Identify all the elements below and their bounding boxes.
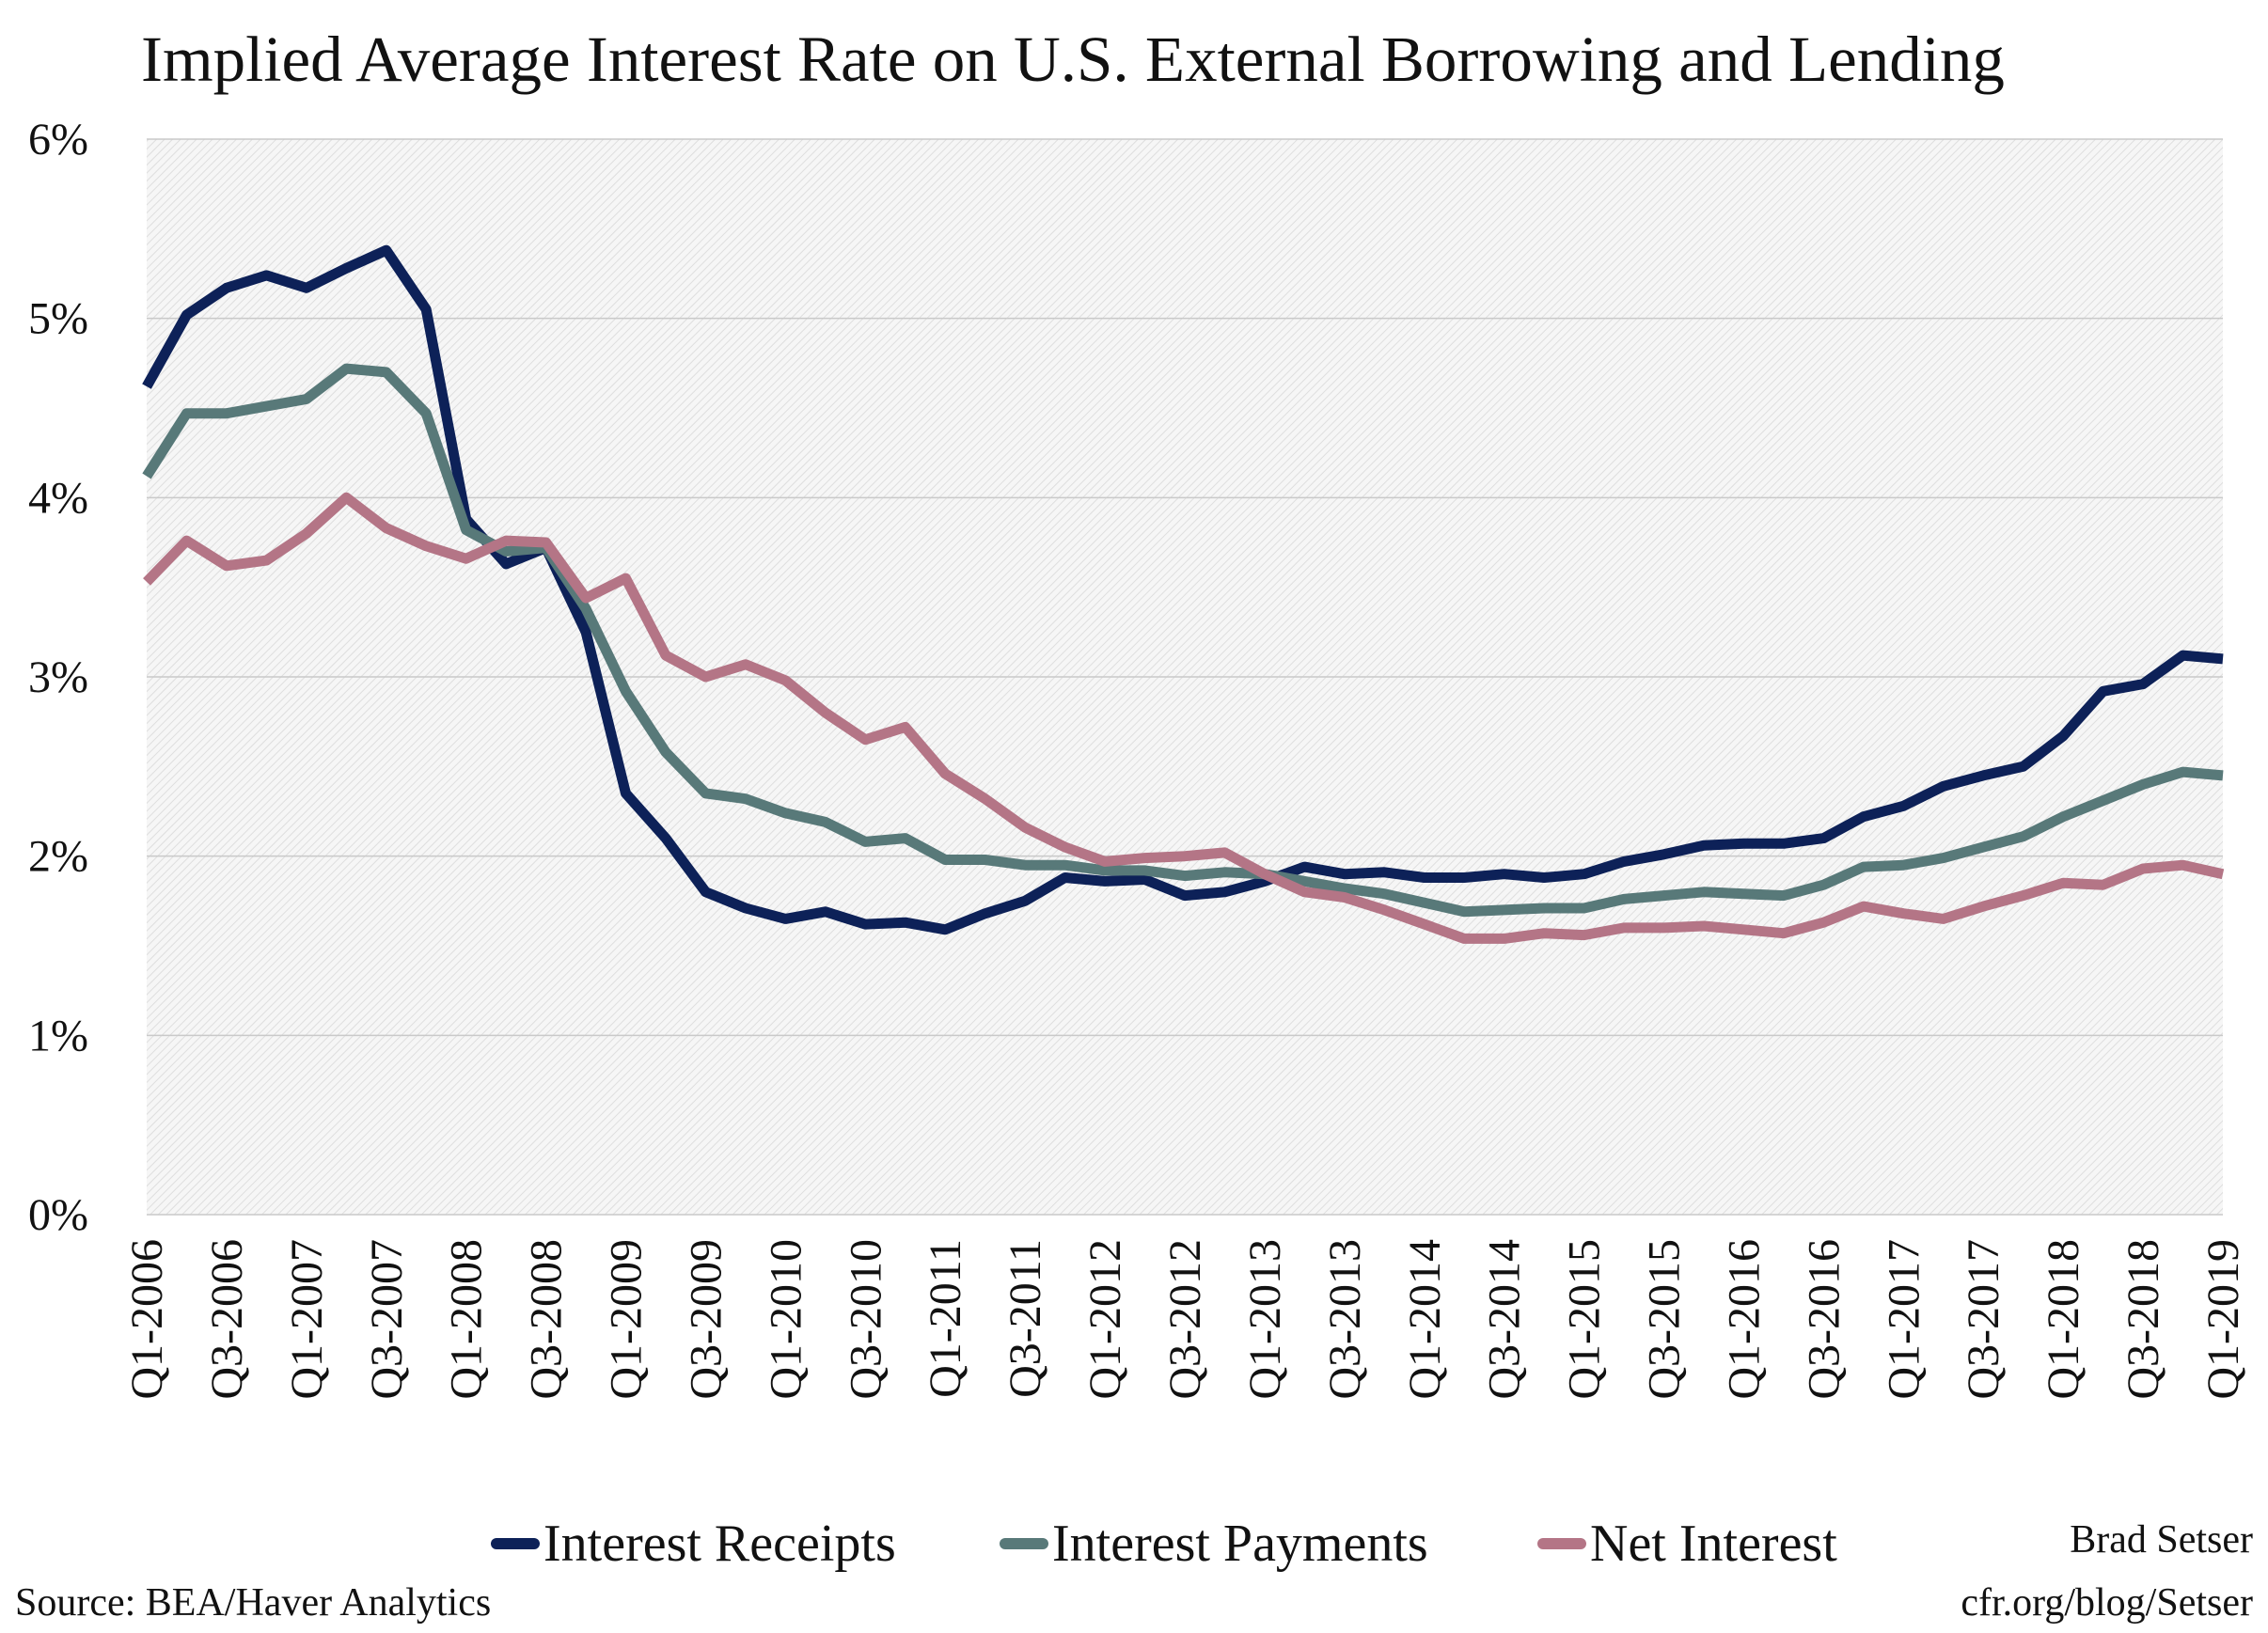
legend-item-interest-payments: Interest Payments <box>1000 1514 1428 1574</box>
y-tick-label: 5% <box>28 294 88 344</box>
x-axis-tick-labels: Q1-2006 Q3-2006 Q1-2007 Q3-2007 Q1-2008 Q3-20… <box>122 1239 2248 1400</box>
x-tick-label: Q1-2015 <box>1560 1239 1610 1400</box>
x-tick-label: Q1-2010 <box>761 1239 811 1400</box>
y-tick-label: 3% <box>28 652 88 702</box>
legend-swatch-interest-receipts <box>491 1538 540 1549</box>
chart-title: Implied Average Interest Rate on U.S. Ex… <box>141 24 2005 95</box>
x-tick-label: Q3-2016 <box>1799 1239 1849 1400</box>
y-tick-label: 0% <box>28 1190 88 1240</box>
x-tick-label: Q1-2007 <box>282 1239 332 1400</box>
x-tick-label: Q3-2018 <box>2118 1239 2168 1400</box>
x-tick-label: Q3-2013 <box>1320 1239 1370 1400</box>
x-tick-label: Q3-2007 <box>362 1239 412 1400</box>
x-tick-label: Q1-2016 <box>1719 1239 1769 1400</box>
x-tick-label: Q3-2012 <box>1160 1239 1210 1400</box>
x-tick-label: Q1-2011 <box>921 1239 970 1398</box>
legend-label-interest-receipts: Interest Receipts <box>543 1515 896 1573</box>
legend-item-net-interest: Net Interest <box>1537 1514 1837 1574</box>
y-axis-tick-labels: 0% 1% 2% 3% 4% 5% 6% <box>28 115 88 1240</box>
x-tick-label: Q1-2018 <box>2039 1239 2088 1400</box>
x-tick-label: Q1-2014 <box>1400 1239 1450 1400</box>
x-tick-label: Q3-2011 <box>1000 1239 1050 1398</box>
x-tick-label: Q3-2010 <box>841 1239 890 1400</box>
legend-swatch-net-interest <box>1537 1538 1586 1549</box>
legend-label-net-interest: Net Interest <box>1590 1515 1837 1573</box>
x-tick-label: Q1-2017 <box>1879 1239 1929 1400</box>
x-tick-label: Q1-2013 <box>1240 1239 1290 1400</box>
x-tick-label: Q3-2014 <box>1480 1239 1530 1400</box>
x-tick-label: Q3-2008 <box>522 1239 572 1400</box>
x-tick-label: Q3-2015 <box>1640 1239 1690 1400</box>
x-tick-label: Q1-2012 <box>1080 1239 1130 1400</box>
x-tick-label: Q1-2008 <box>442 1239 492 1400</box>
x-tick-label: Q1-2006 <box>122 1239 172 1400</box>
y-tick-label: 6% <box>28 115 88 165</box>
legend: Interest Receipts Interest Payments Net … <box>0 1514 2268 1579</box>
legend-item-interest-receipts: Interest Receipts <box>491 1514 896 1574</box>
x-tick-label: Q3-2006 <box>202 1239 252 1400</box>
legend-swatch-interest-payments <box>1000 1538 1048 1549</box>
y-tick-label: 4% <box>28 473 88 523</box>
legend-label-interest-payments: Interest Payments <box>1052 1515 1428 1573</box>
series-lines <box>142 244 2225 944</box>
x-tick-label: Q1-2019 <box>2198 1239 2248 1400</box>
y-tick-label: 2% <box>28 832 88 882</box>
series-line-net-interest <box>143 492 2225 944</box>
x-tick-label: Q1-2009 <box>602 1239 652 1400</box>
y-tick-label: 1% <box>28 1011 88 1060</box>
source-note: Source: BEA/Haver Analytics <box>15 1581 492 1625</box>
x-tick-label: Q3-2017 <box>1959 1239 2008 1400</box>
author-credit: Brad Setser <box>2070 1518 2253 1562</box>
author-url: cfr.org/blog/Setser <box>1961 1581 2253 1625</box>
x-tick-label: Q3-2009 <box>681 1239 731 1400</box>
